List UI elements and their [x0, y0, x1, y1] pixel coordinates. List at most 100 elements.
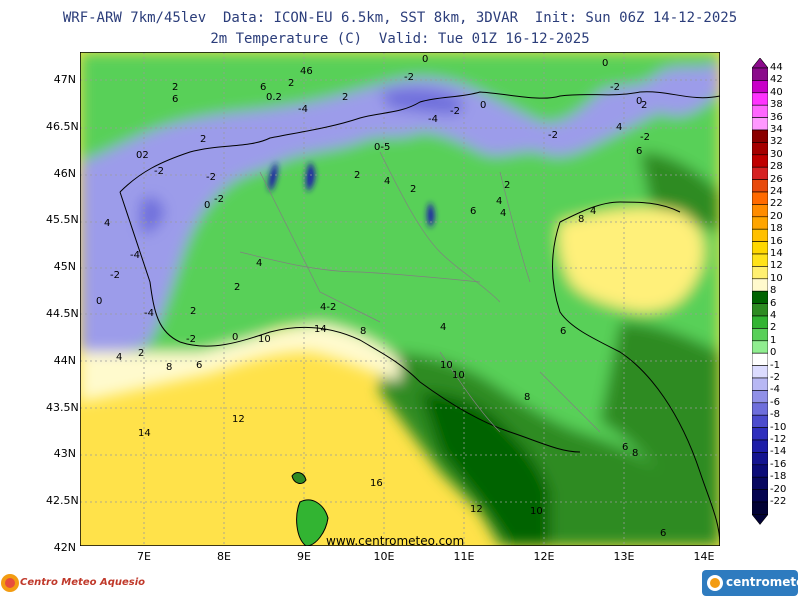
site-url[interactable]: www.centrometeo.com — [326, 534, 465, 548]
contour-value-label: -4 — [428, 114, 438, 125]
colorbar-label: 42 — [770, 74, 783, 86]
colorbar-swatch — [752, 266, 768, 280]
colorbar-label: -1 — [770, 359, 780, 371]
colorbar-bottom-arrow — [752, 514, 768, 525]
contour-value-label: 4 — [384, 176, 390, 187]
contour-value-label: 46 — [300, 66, 313, 77]
colorbar-swatch — [752, 142, 768, 156]
colorbar-label: 26 — [770, 173, 783, 185]
alps-cold-zone — [80, 62, 720, 352]
lon-label: 11E — [453, 550, 475, 563]
lon-label: 14E — [693, 550, 715, 563]
colorbar-swatch — [752, 476, 768, 490]
colorbar-label: -4 — [770, 384, 780, 396]
contour-value-label: 2 — [410, 184, 416, 195]
contour-value-label: 8 — [166, 362, 172, 373]
contour-value-label: -4 — [298, 104, 308, 115]
contour-value-label: -2 — [110, 270, 120, 281]
colorbar-swatch — [752, 67, 768, 81]
colorbar-label: 14 — [770, 248, 783, 259]
contour-value-label: 4 — [104, 218, 110, 229]
contour-value-label: 0 — [422, 54, 428, 65]
colorbar-label: 28 — [770, 161, 783, 173]
contour-value-label: 6 — [660, 528, 666, 539]
colorbar-label: -16 — [770, 458, 787, 470]
colorbar-swatch — [752, 290, 768, 304]
lon-label: 8E — [217, 550, 231, 563]
colorbar-swatch — [752, 253, 768, 267]
colorbar-label: 2 — [770, 322, 777, 334]
lon-label: 7E — [137, 550, 151, 563]
colorbar-label: 16 — [770, 235, 783, 247]
colorbar-label: 36 — [770, 111, 783, 123]
contour-value-label: 10 — [530, 506, 543, 517]
colorbar-label: 38 — [770, 99, 783, 111]
contour-value-label: 4 — [256, 258, 262, 269]
contour-value-label: 10 — [258, 334, 271, 345]
colorbar-swatch — [752, 427, 768, 441]
colorbar-swatch — [752, 452, 768, 466]
contour-value-label: -2 — [404, 72, 414, 83]
globe-icon — [707, 575, 723, 591]
colorbar-swatch — [752, 154, 768, 168]
colorbar-label: -22 — [770, 496, 787, 507]
colorbar-label: 18 — [770, 223, 783, 235]
lon-label: 9E — [297, 550, 311, 563]
contour-value-label: 8 — [360, 326, 366, 337]
colorbar-swatch — [752, 228, 768, 242]
colorbar-label: -18 — [770, 471, 787, 483]
colorbar-label: -6 — [770, 396, 780, 408]
colorbar-label: -10 — [770, 421, 787, 433]
borders — [119, 91, 720, 546]
contour-value-label: 8 — [632, 448, 638, 459]
colorbar-swatch — [752, 92, 768, 106]
contour-value-label: 0 — [480, 100, 486, 111]
lat-label: 45N — [53, 260, 76, 274]
contour-value-label: 6 — [260, 82, 266, 93]
contour-value-label: 2 — [288, 78, 294, 89]
colorbar-swatch — [752, 129, 768, 143]
contour-value-label: 02 — [136, 150, 149, 161]
colorbar-label: -2 — [770, 372, 780, 383]
colorbar-swatch — [752, 328, 768, 342]
contour-value-label: 2 — [342, 92, 348, 103]
colorbar-label: 34 — [770, 124, 783, 135]
colorbar-label: -20 — [770, 483, 787, 495]
contour-value-label: 8 — [578, 214, 584, 225]
contour-value-label: 6 — [470, 206, 476, 217]
contour-value-label: 6 — [636, 146, 642, 157]
contour-value-label: -4 — [130, 250, 140, 261]
contour-value-label: 16 — [370, 478, 383, 489]
contour-value-label: 6 — [172, 94, 178, 105]
lat-label: 44N — [53, 353, 76, 367]
contour-value-label: 6 — [196, 360, 202, 371]
colorbar-swatch — [752, 340, 768, 354]
logo-right-label: centrometeo — [726, 575, 800, 589]
contour-value-label: 4 — [616, 122, 622, 133]
lakes — [268, 162, 435, 228]
contour-value-label: 14 — [314, 324, 327, 335]
contour-value-label: 0.2 — [266, 92, 282, 103]
colorbar-swatch — [752, 216, 768, 230]
lat-label: 47N — [53, 73, 76, 86]
colorbar-swatch — [752, 414, 768, 428]
contour-value-label: 4 — [116, 352, 122, 363]
contour-value-label: -4 — [144, 308, 154, 319]
contour-value-label: 0 — [602, 58, 608, 69]
lat-label: 42.5N — [46, 494, 79, 508]
contour-value-label: 4 — [500, 208, 506, 219]
colorbar-swatch — [752, 439, 768, 453]
colorbar-label: 24 — [770, 186, 783, 197]
contour-value-label: 2 — [504, 180, 510, 191]
lat-label: 46N — [53, 166, 76, 180]
contour-value-label: -2 — [206, 172, 216, 183]
colorbar-swatch — [752, 80, 768, 94]
contour-value-label: 6 — [622, 442, 628, 453]
contour-value-label: -2 — [154, 166, 164, 177]
lon-label: 12E — [533, 550, 555, 563]
lat-label: 42N — [53, 541, 76, 554]
contour-value-label: 4 — [440, 322, 446, 333]
lon-label: 10E — [373, 550, 395, 563]
